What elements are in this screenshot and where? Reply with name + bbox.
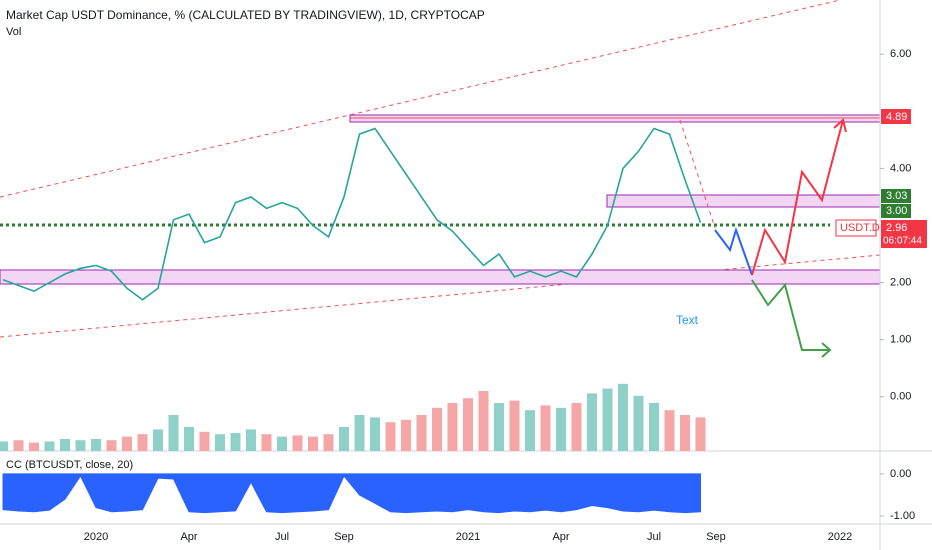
volume-bar [60,439,70,451]
volume-bar [29,442,39,451]
y-tick-label: -1.00 [890,510,915,522]
indicator-area [2,473,701,514]
volume-bar [199,431,210,451]
projection-path [714,226,753,276]
trend-line [679,119,716,229]
indicator-label: CC (BTCUSDT, close, 20) [6,459,133,471]
price-label: 3.00 [886,205,907,217]
volume-bar [587,393,597,451]
volume-bar [215,434,225,451]
chart-title: Market Cap USDT Dominance, % (CALCULATED… [6,8,485,22]
x-tick-label: Sep [706,531,726,543]
x-tick-label: Jul [275,531,289,543]
x-tick-label: 2021 [456,531,480,543]
x-tick-label: Jul [647,531,661,543]
x-tick-label: Sep [334,531,354,543]
x-tick-label: Apr [552,531,569,543]
volume-bar [509,400,520,451]
volume-bar [308,436,318,451]
price-label: 3.03 [886,190,907,202]
volume-bar [323,434,334,451]
volume-bar [137,434,148,451]
volume-label: Vol [6,26,21,38]
price-label: 4.89 [886,111,907,123]
projection-path [751,119,844,276]
volume-bar [680,415,690,451]
price-label-box [881,204,911,218]
volume-bar [168,415,179,451]
volume-bar [106,440,117,451]
price-label-box [881,109,911,124]
volume-bar [478,391,489,451]
y-tick-label: 6.00 [890,48,911,60]
volume-bar [261,434,272,451]
volume-bar [370,417,380,451]
arrow-head [833,118,847,133]
projection-path [751,279,830,351]
volume-bar [153,429,163,451]
y-tick-label: 4.00 [890,162,911,174]
x-tick-label: 2022 [828,531,852,543]
y-tick-label: 0.00 [890,391,911,403]
zone-box [606,194,881,208]
y-tick-label: 0.00 [890,468,911,480]
volume-bar [602,388,613,451]
volume-bar [75,440,86,451]
x-tick-label: Apr [180,531,197,543]
y-tick-label: 2.00 [890,276,911,288]
volume-bar [556,407,566,451]
symbol-label: USDT.D [840,222,880,234]
volume-bar [664,410,675,451]
annotation-text: Text [676,313,699,327]
volume-bar [0,441,8,451]
volume-bar [385,422,396,451]
volume-bar [633,395,644,451]
volume-bar [463,398,473,451]
symbol-label-box [835,219,877,237]
volume-bar [494,403,504,451]
volume-bar [230,433,241,451]
volume-bar [339,427,349,451]
volume-bar [246,429,256,451]
volume-bar [618,383,628,451]
last-price-box [881,220,927,248]
volume-bar [91,439,101,451]
trend-line [0,254,881,338]
marks: 6.00 4.00 2.00 1.00 0.00 2020 Apr Jul Sep 2021 Apr… [0,48,915,543]
volume-bar [525,410,535,451]
countdown: 06:07:44 [883,236,922,247]
volume-bar [416,415,427,451]
price-label-box [881,189,911,203]
volume-bar [649,403,659,451]
x-tick-label: 2020 [84,531,108,543]
volume-bar [447,403,458,451]
volume-bar [44,441,55,451]
volume-bar [432,407,442,451]
volume-bar [571,403,582,451]
volume-bar [540,405,551,451]
volume-bar [184,427,194,451]
volume-bar [354,415,365,451]
zone-box [0,269,881,285]
last-price: 2.96 [886,222,907,234]
y-tick-label: 1.00 [890,334,911,346]
volume-bar [401,419,411,451]
volume-bar [277,436,287,451]
arrow-head [821,342,832,358]
volume-bar [292,435,303,451]
price-line [2,127,702,301]
volume-bar [13,440,24,451]
volume-bar [122,436,132,451]
volume-bar [695,417,706,451]
